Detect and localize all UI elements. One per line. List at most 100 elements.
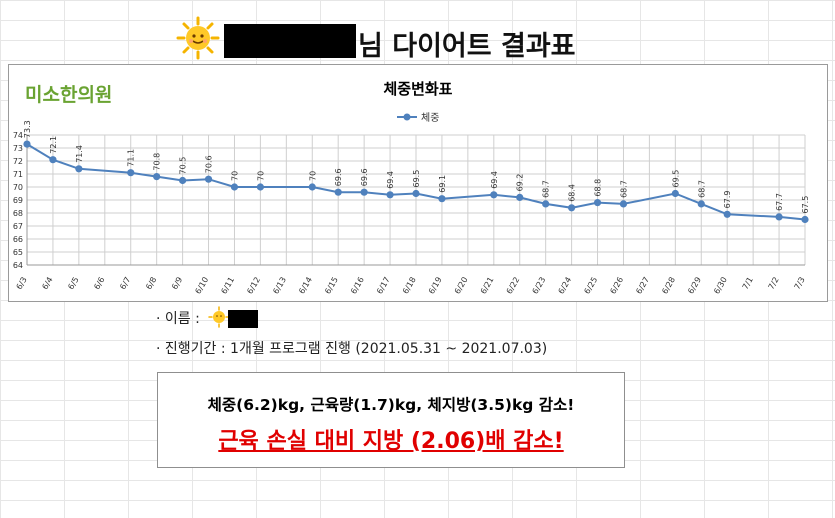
data-point <box>179 176 187 185</box>
data-label: 67.9 <box>723 190 732 208</box>
data-point <box>516 193 524 201</box>
data-point <box>256 183 264 191</box>
y-axis-ticks: 64 65 66 67 68 69 70 71 72 73 74 <box>13 131 23 270</box>
data-point <box>697 200 705 208</box>
x-tick-label: 6/10 <box>193 276 210 296</box>
x-tick-label: 6/20 <box>453 276 470 296</box>
data-label: 70.5 <box>179 157 188 175</box>
x-tick-label: 6/4 <box>40 276 54 292</box>
data-point <box>593 199 602 207</box>
y-tick-label: 65 <box>13 248 23 257</box>
clinic-logo: 미소한의원 <box>25 84 112 106</box>
redacted-name-small <box>228 310 258 328</box>
data-point <box>153 173 161 181</box>
y-tick-label: 66 <box>13 235 23 244</box>
program-period: · 진행기간 : 1개월 프로그램 진행 (2021.05.31 ~ 2021.… <box>156 341 548 357</box>
data-point <box>412 189 420 198</box>
data-label: 73.3 <box>23 120 32 138</box>
header: 님 다이어트 결과표 <box>0 8 835 62</box>
data-point <box>619 200 628 208</box>
data-label: 68.7 <box>542 180 551 198</box>
chart-legend: 체중 <box>397 112 439 124</box>
x-tick-label: 6/17 <box>375 276 392 296</box>
x-tick-label: 6/12 <box>245 276 262 296</box>
data-label: 71.4 <box>75 145 84 163</box>
x-tick-label: 6/3 <box>15 276 29 292</box>
x-tick-label: 6/29 <box>686 276 703 296</box>
data-label: 67.5 <box>801 196 810 214</box>
x-tick-label: 6/11 <box>219 276 236 296</box>
data-label: 70 <box>308 171 317 181</box>
x-tick-label: 6/6 <box>92 276 106 292</box>
data-point <box>775 213 783 221</box>
x-tick-label: 6/22 <box>505 276 522 296</box>
redacted-name-block <box>224 24 356 58</box>
data-point <box>360 188 368 196</box>
data-label: 70 <box>230 171 239 181</box>
y-tick-label: 71 <box>13 170 23 179</box>
x-tick-label: 6/5 <box>66 276 80 292</box>
summary-box: 체중(6.2)kg, 근육량(1.7)kg, 체지방(3.5)kg 감소! 근육… <box>157 372 625 468</box>
y-tick-label: 72 <box>13 157 23 166</box>
data-point <box>49 156 57 164</box>
x-tick-label: 6/16 <box>349 276 366 296</box>
y-tick-label: 68 <box>13 209 23 218</box>
data-point <box>334 188 342 196</box>
data-label: 68.7 <box>697 180 706 198</box>
data-label: 70.8 <box>153 153 162 171</box>
data-point <box>230 183 239 191</box>
x-tick-label: 6/15 <box>323 276 340 296</box>
data-point <box>671 189 679 198</box>
data-point <box>542 200 550 208</box>
x-axis-ticks: 6/3 6/4 6/5 6/6 6/7 6/8 6/9 6/10 6/11 6/12 6/13 6/1… <box>15 276 807 296</box>
sun-emoji-icon <box>208 306 230 328</box>
data-points <box>23 140 809 224</box>
y-tick-label: 70 <box>13 183 23 192</box>
data-point <box>438 195 446 203</box>
x-tick-label: 7/2 <box>767 276 781 292</box>
data-point <box>308 183 316 191</box>
x-tick-label: 6/25 <box>582 276 599 296</box>
data-point <box>23 140 31 148</box>
weight-series-line <box>26 143 806 221</box>
data-label: 69.5 <box>671 170 680 188</box>
data-label: 68.7 <box>619 180 628 198</box>
x-tick-label: 6/27 <box>634 276 651 296</box>
page-title: 님 다이어트 결과표 <box>358 31 576 62</box>
y-tick-label: 69 <box>13 196 23 205</box>
summary-highlight: 근육 손실 대비 지방 (2.06)배 감소! <box>218 429 564 454</box>
name-label: · 이름 : <box>156 311 200 327</box>
x-tick-label: 6/9 <box>170 276 184 292</box>
x-tick-label: 6/24 <box>557 276 574 296</box>
sun-emoji-icon <box>176 16 220 60</box>
data-point <box>490 191 498 199</box>
data-label: 68.4 <box>568 184 577 202</box>
chart-title: 체중변화표 <box>383 80 452 98</box>
data-label: 69.5 <box>412 170 421 188</box>
data-point <box>386 191 394 199</box>
x-tick-label: 6/14 <box>297 276 314 296</box>
data-point <box>127 169 135 177</box>
data-label: 68.8 <box>594 179 603 197</box>
data-point <box>75 165 83 173</box>
data-label: 67.7 <box>775 193 784 211</box>
y-tick-label: 64 <box>13 261 23 270</box>
data-label: 72.1 <box>49 136 58 154</box>
x-tick-label: 6/23 <box>531 276 548 296</box>
data-point <box>801 215 809 224</box>
x-tick-label: 6/28 <box>660 276 677 296</box>
data-label: 69.4 <box>386 171 395 189</box>
data-label: 71.1 <box>127 149 136 167</box>
data-point <box>568 204 576 212</box>
x-tick-label: 6/18 <box>401 276 418 296</box>
summary-loss-detail: 체중(6.2)kg, 근육량(1.7)kg, 체지방(3.5)kg 감소! <box>207 396 575 414</box>
x-tick-label: 6/8 <box>144 276 158 292</box>
y-tick-label: 74 <box>13 131 23 140</box>
x-tick-label: 6/21 <box>479 276 496 296</box>
data-point <box>204 175 213 183</box>
y-tick-label: 73 <box>13 144 23 153</box>
data-label: 69.4 <box>490 171 499 189</box>
x-tick-label: 6/19 <box>427 276 444 296</box>
x-tick-label: 6/7 <box>118 276 132 292</box>
data-label: 69.6 <box>360 168 369 186</box>
